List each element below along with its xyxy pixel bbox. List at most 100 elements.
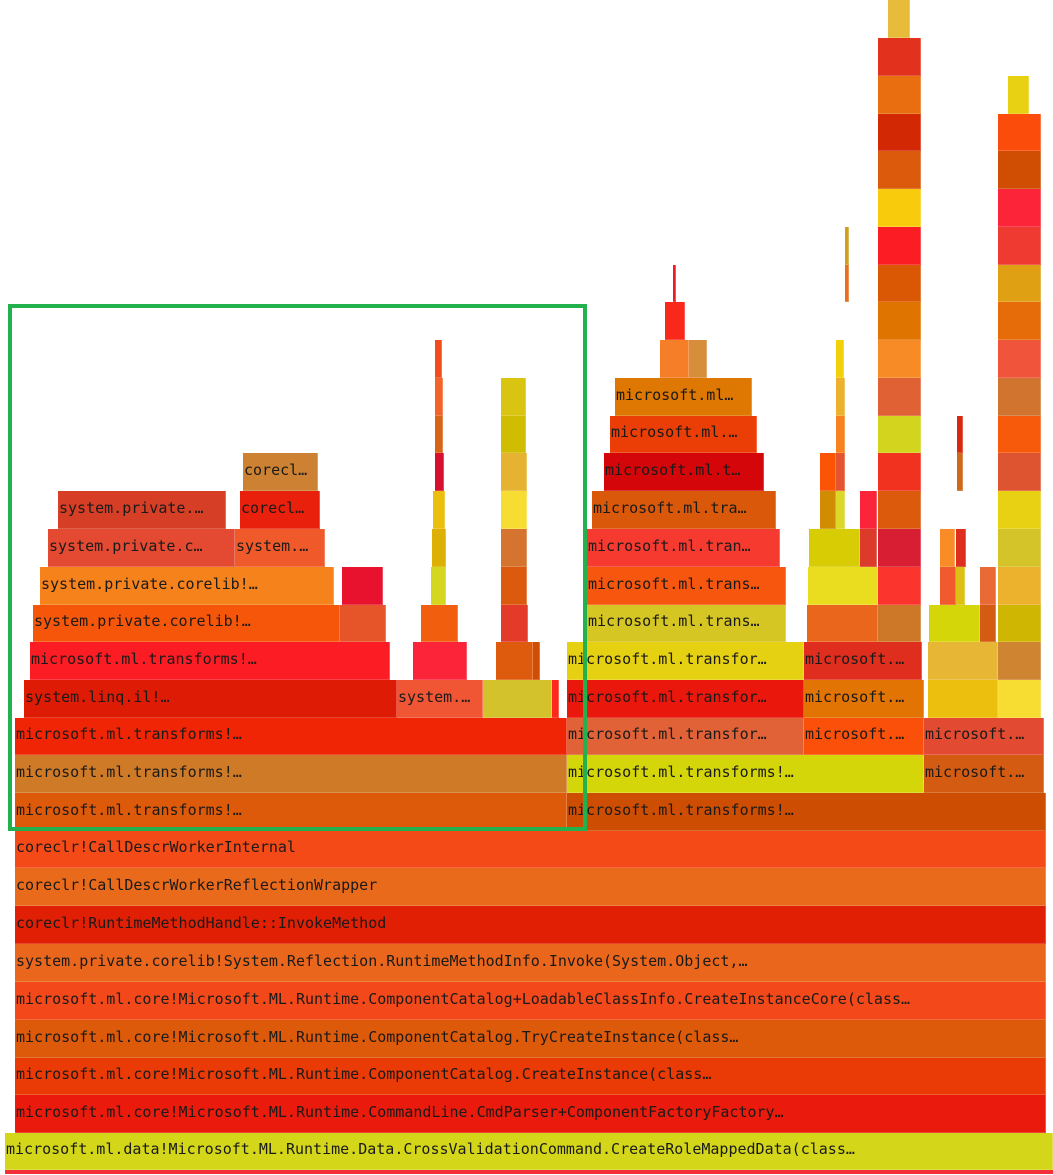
flame-frame[interactable]: microsoft.ml.transforms!… <box>15 718 567 755</box>
flame-frame[interactable] <box>929 605 980 642</box>
flame-frame[interactable] <box>998 151 1041 189</box>
flame-frame[interactable]: microsoft.… <box>804 642 922 680</box>
flame-frame[interactable]: corecl… <box>243 453 318 491</box>
flame-frame[interactable]: system.… <box>235 529 325 567</box>
flame-frame[interactable] <box>928 642 998 680</box>
flame-frame[interactable] <box>836 491 845 529</box>
flame-frame[interactable] <box>836 416 845 453</box>
flame-frame[interactable] <box>878 76 921 114</box>
flame-frame[interactable] <box>878 114 921 151</box>
flame-frame[interactable] <box>998 680 1041 718</box>
flame-frame[interactable] <box>413 642 467 680</box>
flame-frame[interactable] <box>998 302 1041 340</box>
flame-frame[interactable] <box>501 491 527 529</box>
flame-frame[interactable]: microsoft.ml… <box>615 378 752 416</box>
flame-frame[interactable]: microsoft.ml.tra… <box>592 491 776 529</box>
flame-frame[interactable] <box>431 567 446 605</box>
flame-frame[interactable]: microsoft.ml.trans… <box>587 605 786 642</box>
flame-frame[interactable] <box>998 416 1041 453</box>
flame-frame[interactable] <box>888 0 910 38</box>
flame-frame[interactable] <box>980 567 996 605</box>
flame-frame[interactable] <box>956 567 965 605</box>
flame-frame[interactable] <box>860 529 877 567</box>
flame-frame[interactable] <box>665 302 685 340</box>
flame-frame[interactable] <box>435 378 443 416</box>
flame-frame[interactable] <box>878 567 921 605</box>
flame-frame[interactable] <box>836 378 845 416</box>
flame-frame[interactable]: system.private.corelib!System.Reflection… <box>15 944 1046 982</box>
flame-frame[interactable] <box>998 567 1041 605</box>
flame-frame[interactable] <box>501 529 527 567</box>
flame-frame[interactable] <box>809 529 860 567</box>
flame-frame[interactable]: microsoft.ml.t… <box>604 453 764 491</box>
flame-frame[interactable] <box>501 416 526 453</box>
flame-frame[interactable]: microsoft.ml.core!Microsoft.ML.Runtime.C… <box>15 1020 1046 1058</box>
flame-frame[interactable] <box>435 340 442 378</box>
flame-frame[interactable] <box>501 605 528 642</box>
flame-frame[interactable]: microsoft.ml.core!Microsoft.ML.Runtime.C… <box>15 1095 1046 1133</box>
flame-frame[interactable]: microsoft.ml.trans… <box>587 567 786 605</box>
flame-frame[interactable] <box>496 642 533 680</box>
flame-frame[interactable] <box>957 416 963 453</box>
flame-frame[interactable] <box>820 453 836 491</box>
flame-frame[interactable]: microsoft.ml.core!Microsoft.ML.Runtime.C… <box>15 1058 1046 1095</box>
flame-frame[interactable] <box>501 453 527 491</box>
flame-frame[interactable] <box>878 189 921 227</box>
flame-frame[interactable]: microsoft.… <box>804 718 924 755</box>
flame-frame[interactable]: system.linq.il!… <box>24 680 397 718</box>
flame-frame[interactable] <box>998 265 1041 302</box>
flame-frame[interactable] <box>998 227 1041 265</box>
flame-frame[interactable] <box>342 567 383 605</box>
flame-frame[interactable] <box>878 529 921 567</box>
flame-frame[interactable] <box>998 529 1041 567</box>
flame-frame[interactable] <box>998 114 1041 151</box>
flame-frame[interactable] <box>878 265 921 302</box>
flame-frame[interactable] <box>878 302 921 340</box>
flame-frame[interactable] <box>878 227 921 265</box>
flame-frame[interactable] <box>878 491 921 529</box>
flame-frame[interactable]: microsoft.ml.transforms!… <box>30 642 390 680</box>
flame-frame[interactable]: microsoft.ml.tran… <box>587 529 780 567</box>
flame-frame[interactable] <box>998 189 1041 227</box>
flame-frame[interactable] <box>878 453 921 491</box>
flame-frame[interactable] <box>483 680 552 718</box>
flame-frame[interactable]: microsoft.… <box>804 680 924 718</box>
flame-frame[interactable] <box>820 491 836 529</box>
flame-frame[interactable]: microsoft.ml.core!Microsoft.ML.Runtime.C… <box>15 982 1046 1020</box>
flame-frame[interactable] <box>836 453 845 491</box>
flame-frame[interactable] <box>552 680 559 718</box>
flame-frame[interactable]: microsoft.ml.transfor… <box>567 718 804 755</box>
flame-frame[interactable]: system.private.corelib!… <box>40 567 334 605</box>
flame-frame[interactable] <box>501 378 526 416</box>
flame-frame[interactable] <box>845 227 849 265</box>
flame-frame[interactable] <box>808 567 878 605</box>
flame-frame[interactable]: microsoft.ml.transforms!… <box>567 755 924 793</box>
flame-frame[interactable] <box>1008 76 1029 114</box>
flame-frame[interactable] <box>807 605 878 642</box>
flame-frame[interactable] <box>928 680 998 718</box>
flame-frame[interactable] <box>878 340 921 378</box>
flame-frame[interactable] <box>421 605 458 642</box>
flame-frame[interactable] <box>845 265 849 302</box>
flame-frame[interactable] <box>940 567 956 605</box>
flame-frame[interactable] <box>998 453 1041 491</box>
flame-frame[interactable] <box>998 605 1041 642</box>
flame-frame[interactable] <box>998 378 1041 416</box>
flame-frame[interactable]: microsoft.ml.transforms!… <box>15 793 567 831</box>
flame-frame[interactable] <box>957 453 963 491</box>
flame-frame[interactable] <box>689 340 707 378</box>
flame-frame[interactable] <box>956 529 966 567</box>
flame-frame[interactable] <box>836 340 844 378</box>
flame-frame[interactable] <box>340 605 386 642</box>
flame-frame[interactable]: system.private.… <box>58 491 226 529</box>
flame-frame[interactable]: coreclr!CallDescrWorkerReflectionWrapper <box>15 868 1046 906</box>
flame-frame[interactable]: microsoft.ml.transforms!… <box>567 793 1046 831</box>
flame-frame[interactable]: microsoft.ml.data!Microsoft.ML.Runtime.D… <box>5 1133 1053 1170</box>
flame-frame[interactable] <box>998 642 1041 680</box>
flame-frame[interactable] <box>878 605 921 642</box>
flame-frame[interactable] <box>878 416 921 453</box>
flame-frame[interactable] <box>998 340 1041 378</box>
flame-frame[interactable] <box>432 529 446 567</box>
flame-frame[interactable] <box>998 491 1041 529</box>
flame-frame[interactable] <box>533 642 540 680</box>
